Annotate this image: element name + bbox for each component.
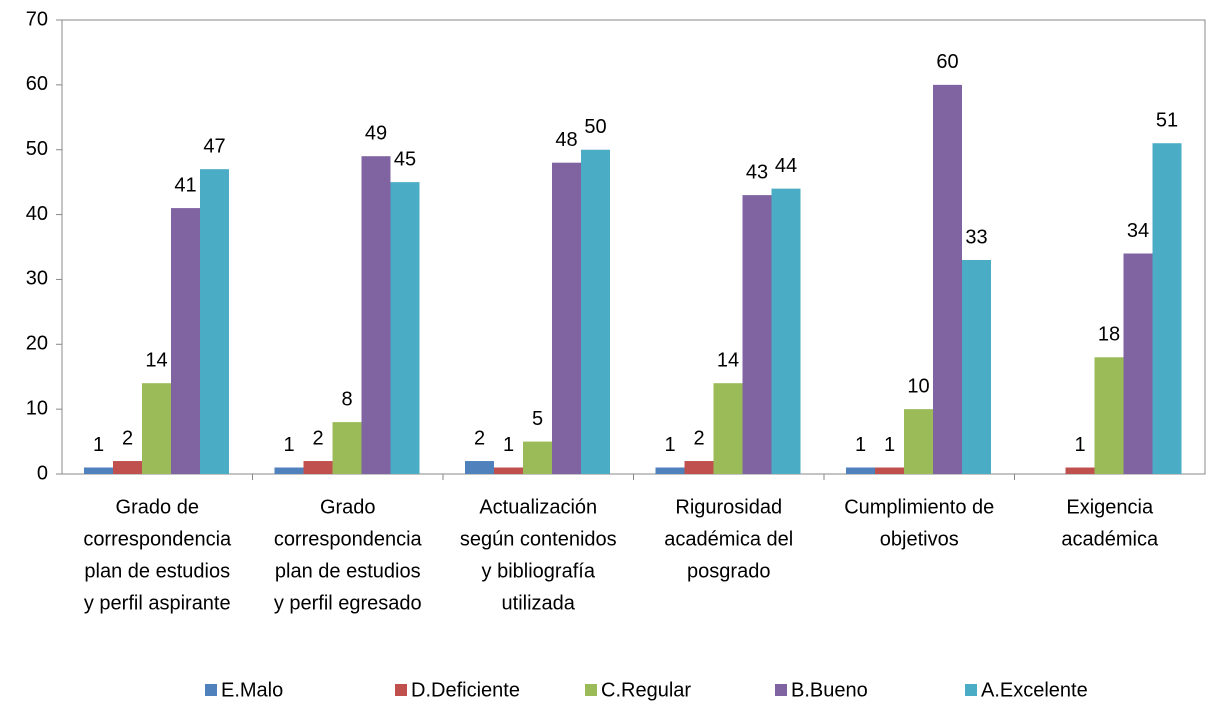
data-label: 50 — [584, 116, 606, 138]
bar — [742, 195, 772, 474]
x-tick-label: objetivos — [880, 528, 959, 550]
data-label: 49 — [365, 122, 387, 144]
bar — [390, 182, 420, 474]
x-tick-label: según contenidos — [460, 528, 617, 550]
data-label: 33 — [965, 226, 987, 248]
data-label: 14 — [145, 349, 167, 371]
data-label: 1 — [283, 434, 294, 456]
x-tick-label: y bibliografía — [482, 560, 596, 582]
x-tick-label: Rigurosidad — [675, 496, 782, 518]
y-tick-label: 30 — [26, 268, 48, 290]
data-label: 45 — [394, 148, 416, 170]
y-tick-label: 40 — [26, 203, 48, 225]
data-label: 10 — [907, 375, 929, 397]
x-tick-label: plan de estudios — [275, 560, 421, 582]
bar — [142, 383, 171, 474]
data-label: 60 — [936, 51, 958, 73]
data-label: 41 — [174, 174, 196, 196]
data-label: 44 — [775, 155, 797, 177]
y-tick-label: 70 — [26, 8, 48, 30]
bar — [494, 467, 523, 474]
data-label: 18 — [1098, 324, 1120, 346]
x-tick-label: utilizada — [502, 592, 576, 614]
y-tick-label: 20 — [26, 333, 48, 355]
x-tick-label: Exigencia — [1066, 496, 1154, 518]
legend-label: E.Malo — [221, 679, 283, 701]
bar — [581, 149, 610, 474]
x-tick-label: y perfil egresado — [274, 592, 422, 614]
legend-label: B.Bueno — [791, 679, 868, 701]
bar — [684, 461, 714, 474]
data-label: 1 — [503, 434, 514, 456]
data-label: 14 — [717, 349, 739, 371]
bar — [465, 461, 494, 474]
bar — [933, 84, 962, 474]
bar — [303, 461, 333, 474]
legend-swatch — [585, 684, 597, 696]
legend-swatch — [775, 684, 787, 696]
data-label: 2 — [693, 427, 704, 449]
data-label: 47 — [203, 135, 225, 157]
bar — [171, 208, 200, 475]
x-tick-label: Grado — [320, 496, 376, 518]
y-tick-label: 0 — [37, 462, 48, 484]
x-tick-label: Cumplimiento de — [844, 496, 994, 518]
bar — [523, 441, 552, 474]
bar — [84, 467, 113, 474]
x-tick-label: correspondencia — [274, 528, 423, 550]
data-label: 1 — [855, 434, 866, 456]
x-tick-label: Actualización — [479, 496, 597, 518]
x-tick-label: académica — [1061, 528, 1159, 550]
x-tick-label: plan de estudios — [84, 560, 230, 582]
bar — [274, 467, 304, 474]
y-tick-label: 60 — [26, 73, 48, 95]
legend-swatch — [965, 684, 977, 696]
bar — [113, 461, 142, 474]
legend-swatch — [395, 684, 407, 696]
data-label: 48 — [555, 129, 577, 151]
bar — [655, 467, 685, 474]
data-label: 43 — [746, 161, 768, 183]
legend-label: A.Excelente — [981, 679, 1088, 701]
x-tick-label: correspondencia — [83, 528, 232, 550]
bar — [904, 409, 933, 474]
data-label: 1 — [93, 434, 104, 456]
data-label: 2 — [312, 427, 323, 449]
data-label: 1 — [884, 434, 895, 456]
bar — [771, 188, 801, 474]
bar — [332, 422, 362, 474]
bar — [713, 383, 743, 474]
bar — [875, 467, 904, 474]
bar — [1152, 143, 1182, 474]
bar — [1065, 467, 1095, 474]
bar — [846, 467, 875, 474]
data-label: 1 — [664, 434, 675, 456]
legend-swatch — [205, 684, 217, 696]
bar — [552, 162, 581, 474]
plot-frame — [61, 19, 1206, 475]
x-tick-label: posgrado — [687, 560, 770, 582]
data-label: 2 — [122, 427, 133, 449]
bar — [962, 259, 991, 474]
bar — [361, 156, 391, 474]
x-tick-label: académica del — [664, 528, 793, 550]
data-label: 2 — [474, 427, 485, 449]
bar — [1094, 357, 1124, 474]
data-label: 1 — [1074, 434, 1085, 456]
y-tick-label: 50 — [26, 138, 48, 160]
bar — [200, 169, 229, 474]
data-label: 5 — [532, 408, 543, 430]
x-tick-label: y perfil aspirante — [84, 592, 231, 614]
bar — [1123, 253, 1153, 474]
data-label: 51 — [1156, 110, 1178, 132]
y-tick-label: 10 — [26, 397, 48, 419]
legend-label: D.Deficiente — [411, 679, 520, 701]
x-tick-label: Grado de — [116, 496, 199, 518]
data-label: 34 — [1127, 220, 1149, 242]
data-label: 8 — [341, 388, 352, 410]
legend-label: C.Regular — [601, 679, 691, 701]
